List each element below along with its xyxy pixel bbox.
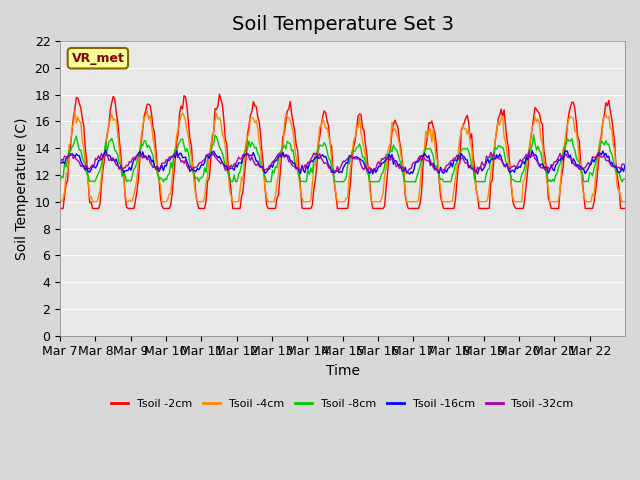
Tsoil -16cm: [620, 168, 627, 174]
Tsoil -2cm: [621, 205, 629, 211]
Tsoil -16cm: [56, 159, 64, 165]
Tsoil -2cm: [460, 120, 468, 126]
Tsoil -2cm: [216, 91, 223, 97]
Tsoil -8cm: [621, 176, 629, 182]
Tsoil -4cm: [79, 138, 86, 144]
Tsoil -16cm: [102, 147, 109, 153]
Tsoil -16cm: [406, 171, 413, 177]
Tsoil -32cm: [525, 148, 533, 154]
Tsoil -8cm: [76, 147, 83, 153]
Tsoil -32cm: [56, 159, 64, 165]
X-axis label: Time: Time: [326, 364, 360, 378]
Tsoil -32cm: [460, 158, 468, 164]
Tsoil -32cm: [620, 161, 627, 167]
Title: Soil Temperature Set 3: Soil Temperature Set 3: [232, 15, 454, 34]
Tsoil -8cm: [348, 149, 356, 155]
Tsoil -4cm: [620, 199, 627, 204]
Tsoil -2cm: [56, 205, 64, 211]
Text: VR_met: VR_met: [72, 52, 124, 65]
Line: Tsoil -4cm: Tsoil -4cm: [60, 111, 625, 202]
Legend: Tsoil -2cm, Tsoil -4cm, Tsoil -8cm, Tsoil -16cm, Tsoil -32cm: Tsoil -2cm, Tsoil -4cm, Tsoil -8cm, Tsoi…: [107, 394, 578, 413]
Tsoil -8cm: [530, 132, 538, 138]
Tsoil -4cm: [58, 199, 65, 204]
Line: Tsoil -16cm: Tsoil -16cm: [60, 150, 625, 174]
Tsoil -16cm: [76, 153, 83, 159]
Tsoil -8cm: [56, 178, 64, 183]
Tsoil -8cm: [620, 177, 627, 182]
Tsoil -2cm: [76, 100, 83, 106]
Tsoil -2cm: [545, 195, 552, 201]
Tsoil -4cm: [350, 138, 358, 144]
Tsoil -8cm: [460, 146, 468, 152]
Tsoil -8cm: [95, 170, 102, 176]
Tsoil -4cm: [462, 126, 470, 132]
Line: Tsoil -32cm: Tsoil -32cm: [60, 151, 625, 172]
Line: Tsoil -8cm: Tsoil -8cm: [60, 135, 625, 181]
Tsoil -32cm: [621, 163, 629, 168]
Tsoil -4cm: [56, 198, 64, 204]
Tsoil -32cm: [546, 168, 554, 173]
Tsoil -16cm: [93, 162, 101, 168]
Tsoil -8cm: [90, 179, 98, 184]
Tsoil -4cm: [546, 199, 554, 204]
Tsoil -32cm: [403, 169, 411, 175]
Tsoil -4cm: [96, 188, 104, 193]
Tsoil -16cm: [348, 155, 356, 160]
Tsoil -2cm: [348, 156, 356, 161]
Tsoil -2cm: [93, 205, 101, 211]
Tsoil -2cm: [618, 205, 626, 211]
Tsoil -32cm: [76, 159, 83, 165]
Tsoil -16cm: [462, 157, 470, 163]
Tsoil -8cm: [546, 177, 554, 182]
Tsoil -4cm: [621, 199, 629, 204]
Tsoil -16cm: [546, 167, 554, 172]
Tsoil -32cm: [347, 153, 355, 158]
Line: Tsoil -2cm: Tsoil -2cm: [60, 94, 625, 208]
Tsoil -4cm: [71, 108, 79, 114]
Tsoil -32cm: [93, 156, 101, 162]
Y-axis label: Soil Temperature (C): Soil Temperature (C): [15, 117, 29, 260]
Tsoil -16cm: [621, 163, 629, 168]
